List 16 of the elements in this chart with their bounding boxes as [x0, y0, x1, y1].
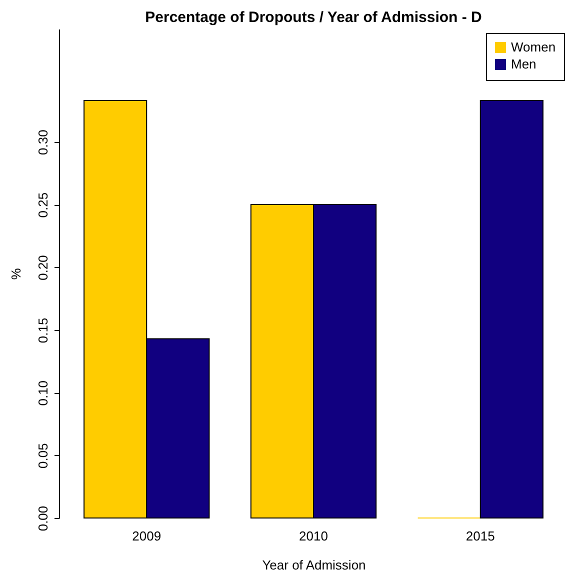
legend-label: Women [511, 40, 556, 54]
y-tick-label: 0.00 [36, 506, 50, 532]
x-tick-label: 2010 [299, 528, 328, 544]
y-tick-label: 0.15 [36, 318, 50, 344]
x-axis-title: Year of Admission [262, 558, 366, 572]
x-tick-label: 2015 [466, 528, 495, 544]
y-tick-label: 0.25 [36, 192, 50, 218]
y-tick-label: 0.05 [36, 443, 50, 468]
bar [480, 100, 544, 518]
x-tick-label: 2009 [132, 528, 162, 544]
chart-title: Percentage of Dropouts / Year of Admission - D [145, 9, 482, 26]
y-tick-label: 0.10 [36, 380, 50, 406]
y-tick-label: 0.20 [36, 255, 50, 280]
legend-label: Men [511, 56, 536, 72]
y-axis-title: % [8, 268, 24, 280]
y-tick-label: 0.30 [36, 130, 50, 155]
